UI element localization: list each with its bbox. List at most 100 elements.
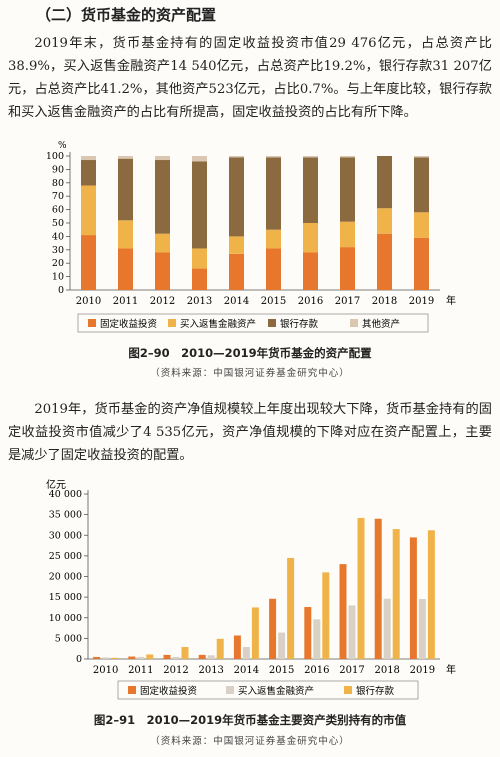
legend-swatch-银行存款: [268, 319, 276, 327]
x-axis-unit: 年: [446, 294, 456, 307]
x-tick-label: 2016: [298, 296, 323, 307]
legend-swatch-银行存款: [344, 686, 352, 694]
bar-2010-银行存款: [111, 657, 119, 659]
bar-2013-其他资产: [192, 156, 207, 162]
bar-2015-买入返售金融资产: [278, 632, 286, 659]
x-tick-label: 2013: [198, 665, 223, 676]
legend-swatch-其他资产: [350, 319, 358, 327]
y-tick-label: 30: [52, 245, 64, 256]
bar-2012-固定收益投资: [155, 252, 170, 290]
y-tick-label: 80: [52, 178, 64, 189]
y-tick-label: 70: [52, 191, 64, 202]
x-tick-label: 2019: [409, 296, 434, 307]
bar-2016-固定收益投资: [303, 252, 318, 290]
y-tick-label: 10: [52, 272, 64, 283]
bar-2017-银行存款: [357, 517, 365, 659]
x-tick-label: 2012: [150, 296, 175, 307]
y-tick-label: 30 000: [49, 530, 82, 541]
legend-box: [117, 680, 419, 700]
legend-box: [77, 313, 429, 333]
bar-2010-买入返售金融资产: [81, 185, 96, 236]
legend-label: 银行存款: [280, 318, 319, 330]
bar-2012-银行存款: [155, 160, 170, 234]
bar-2014-买入返售金融资产: [242, 647, 250, 659]
x-axis-unit: 年: [446, 663, 456, 676]
bar-2015-固定收益投资: [266, 248, 281, 290]
figure-caption-2: 图2–91 2010—2019年货币基金主要资产类别持有的市值: [93, 713, 407, 727]
x-tick-label: 2018: [372, 296, 397, 307]
legend-swatch-买入返售金融资产: [226, 686, 234, 694]
figure-caption-1: 图2–90 2010—2019年货币基金的资产配置: [128, 346, 372, 360]
bar-2011-银行存款: [118, 158, 133, 221]
x-tick-label: 2010: [76, 296, 101, 307]
bar-2015-其他资产: [266, 156, 281, 158]
y-tick-label: 20 000: [49, 572, 82, 583]
legend-label: 买入返售金融资产: [180, 318, 256, 330]
bar-2011-银行存款: [146, 654, 154, 659]
y-tick-label: 90: [52, 164, 64, 175]
bar-2012-固定收益投资: [163, 654, 171, 659]
bar-2016-固定收益投资: [304, 607, 312, 659]
bar-2017-固定收益投资: [339, 564, 347, 659]
y-tick-label: 40 000: [49, 489, 82, 500]
y-tick-label: 10 000: [49, 613, 82, 624]
y-tick-label: 20: [52, 258, 64, 269]
bar-2017-买入返售金融资产: [340, 221, 355, 248]
y-tick-label: 5 000: [55, 633, 82, 644]
y-tick-label: 40: [52, 231, 64, 242]
figure-source-1: （资料来源：中国银河证券基金研究中心）: [150, 368, 350, 379]
paragraph-net-asset-change: 2019年，货币基金的资产净值规模较上年度出现较大下降，货币基金持有的固定收益投…: [8, 402, 492, 463]
bar-2013-银行存款: [192, 161, 207, 249]
x-tick-label: 2018: [374, 665, 399, 676]
y-tick-label: 0: [58, 285, 64, 296]
bar-2014-固定收益投资: [229, 253, 244, 290]
y-tick-label: 50: [52, 218, 64, 229]
y-tick-label: 60: [52, 205, 64, 216]
bar-2015-银行存款: [287, 557, 295, 659]
legend-label: 固定收益投资: [140, 685, 198, 697]
bar-2010-固定收益投资: [93, 656, 101, 659]
y-tick-label: 25 000: [49, 551, 82, 562]
x-tick-label: 2017: [335, 296, 360, 307]
y-tick-label: 35 000: [49, 510, 82, 521]
y-tick-label: 100: [46, 151, 64, 162]
section-heading: （二）货币基金的资产配置: [36, 6, 217, 24]
bar-2016-买入返售金融资产: [313, 619, 321, 659]
bar-2014-固定收益投资: [233, 635, 241, 659]
x-tick-label: 2013: [187, 296, 212, 307]
bar-2016-银行存款: [322, 572, 330, 659]
y-tick-label: 0: [76, 654, 82, 665]
bar-2018-固定收益投资: [374, 518, 382, 659]
bar-2015-银行存款: [266, 157, 281, 230]
bar-2017-银行存款: [340, 157, 355, 222]
legend-label: 固定收益投资: [100, 318, 158, 330]
bar-2018-买入返售金融资产: [377, 208, 392, 234]
bar-2017-固定收益投资: [340, 247, 355, 290]
bar-2014-买入返售金融资产: [229, 236, 244, 254]
bar-2014-银行存款: [229, 157, 244, 237]
bar-2013-固定收益投资: [192, 268, 207, 290]
x-tick-label: 2012: [163, 665, 188, 676]
bar-2011-固定收益投资: [118, 248, 133, 290]
bar-2012-买入返售金融资产: [172, 656, 180, 659]
bar-2012-银行存款: [181, 647, 189, 659]
x-tick-label: 2015: [261, 296, 286, 307]
bar-2010-买入返售金融资产: [102, 657, 110, 659]
legend-swatch-买入返售金融资产: [168, 319, 176, 327]
bar-2013-固定收益投资: [198, 654, 206, 659]
bar-2019-其他资产: [414, 156, 429, 158]
bar-2018-固定收益投资: [377, 233, 392, 290]
legend-label: 买入返售金融资产: [238, 685, 314, 697]
bar-2019-买入返售金融资产: [414, 212, 429, 238]
bar-2019-买入返售金融资产: [418, 599, 426, 659]
bar-2013-银行存款: [216, 638, 224, 659]
x-tick-label: 2015: [269, 665, 294, 676]
bar-2012-买入返售金融资产: [155, 233, 170, 253]
bar-2019-银行存款: [427, 530, 435, 659]
bar-2016-银行存款: [303, 157, 318, 223]
bar-2019-银行存款: [414, 157, 429, 213]
bar-2016-买入返售金融资产: [303, 223, 318, 253]
paragraph-asset-allocation: 2019年末，货币基金持有的固定收益投资市值29 476亿元，占总资产比38.9…: [8, 36, 492, 120]
x-tick-label: 2017: [339, 665, 364, 676]
bar-2011-其他资产: [118, 156, 133, 159]
